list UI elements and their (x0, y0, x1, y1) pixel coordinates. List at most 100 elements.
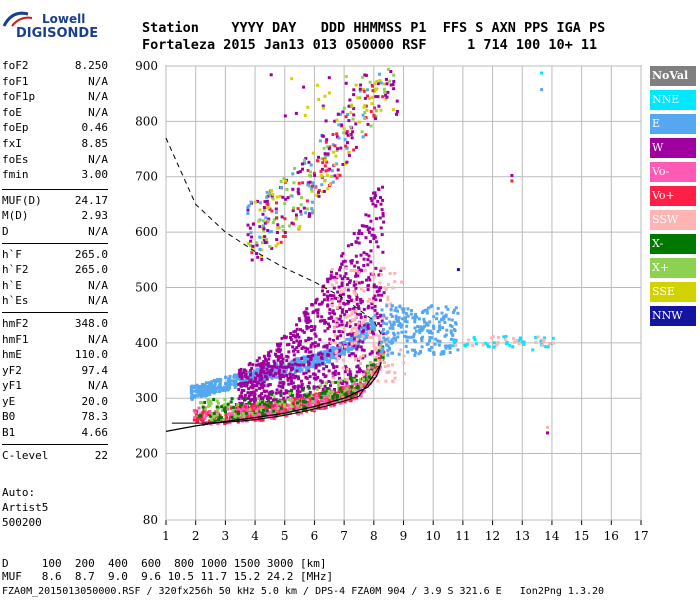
echo-point (319, 384, 323, 388)
echo-point (339, 314, 343, 318)
echo-point (310, 207, 314, 211)
echo-point (329, 404, 333, 408)
echo-point (512, 337, 516, 341)
echo-point (436, 330, 440, 334)
echo-point (379, 202, 383, 206)
param-name: yF2 (2, 363, 22, 377)
echo-point (296, 190, 300, 194)
echo-point (473, 338, 477, 342)
echo-point (338, 343, 342, 347)
echo-point (352, 346, 356, 350)
echo-point (364, 213, 368, 217)
echo-point (372, 344, 376, 348)
y-tick-label: 600 (135, 225, 158, 239)
echo-point (430, 304, 434, 308)
echo-point (351, 319, 355, 323)
echo-point (541, 344, 544, 348)
echo-point (352, 148, 356, 152)
echo-point (359, 253, 363, 257)
echo-point (341, 277, 345, 281)
echo-point (200, 390, 203, 394)
echo-point (374, 373, 378, 377)
echo-point (382, 336, 386, 340)
echo-point (394, 338, 398, 342)
echo-point (343, 395, 347, 399)
echo-point (360, 299, 364, 303)
echo-point (313, 341, 317, 345)
echo-point (206, 398, 210, 402)
echo-point (451, 333, 455, 337)
echo-point (318, 351, 322, 355)
param-row-fxi: fxI 8.85 (2, 136, 108, 152)
echo-point (287, 365, 291, 369)
echo-point (474, 342, 478, 346)
echo-point (271, 221, 275, 225)
echo-point (340, 323, 344, 327)
echo-point (283, 336, 287, 340)
echo-point (267, 399, 271, 403)
param-value: 3.00 (81, 168, 109, 182)
echo-point (267, 405, 271, 409)
echo-point (346, 384, 350, 388)
param-row-b1: B1 4.66 (2, 425, 108, 441)
echo-point (546, 431, 549, 435)
echo-point (318, 358, 321, 362)
echo-point (245, 415, 249, 419)
echo-point (309, 329, 313, 332)
echo-point (290, 405, 294, 408)
echo-point (389, 70, 393, 73)
echo-point (249, 376, 253, 380)
echo-point (322, 146, 326, 150)
echo-point (245, 384, 249, 388)
echo-point (379, 81, 383, 85)
echo-point (321, 104, 325, 108)
echo-point (243, 409, 246, 413)
echo-point (412, 335, 415, 339)
echo-point (306, 181, 310, 185)
echo-point (326, 360, 330, 364)
echo-point (375, 355, 378, 359)
echo-point (454, 344, 458, 348)
echo-point (393, 376, 397, 380)
echo-point (338, 376, 341, 380)
echo-point (237, 397, 241, 401)
echo-point (378, 356, 382, 360)
echo-point (265, 403, 269, 407)
echo-point (311, 397, 315, 401)
echo-point (373, 366, 377, 370)
echo-point (356, 96, 360, 100)
echo-point (376, 379, 380, 383)
autoscaling-info: Auto: Artist5 500200 (2, 485, 48, 530)
echo-point (270, 209, 274, 213)
echo-point (379, 196, 382, 199)
echo-point (374, 117, 377, 121)
echo-point (399, 348, 403, 352)
echo-point (341, 308, 344, 312)
echo-point (393, 271, 397, 275)
echo-point (314, 396, 318, 400)
echo-point (309, 394, 313, 398)
echo-point (252, 405, 256, 409)
echo-point (373, 82, 377, 86)
echo-point (314, 377, 318, 380)
echo-point (323, 179, 327, 183)
echo-point (284, 197, 288, 201)
echo-point (219, 378, 223, 382)
echo-point (212, 417, 216, 421)
echo-point (419, 350, 422, 353)
echo-point (281, 400, 285, 404)
echo-point (388, 326, 392, 330)
echo-point (288, 370, 292, 374)
echo-point (378, 340, 382, 344)
logo-digisonde: DIGISONDE (16, 26, 99, 41)
echo-point (265, 359, 268, 363)
echo-point (270, 246, 274, 250)
echo-point (332, 330, 336, 334)
echo-point (198, 393, 201, 397)
echo-point (308, 390, 312, 394)
echo-point (324, 381, 328, 385)
echo-point (311, 181, 315, 185)
echo-point (290, 221, 294, 225)
echo-point (295, 405, 299, 409)
param-row-he: h`E N/A (2, 278, 108, 294)
